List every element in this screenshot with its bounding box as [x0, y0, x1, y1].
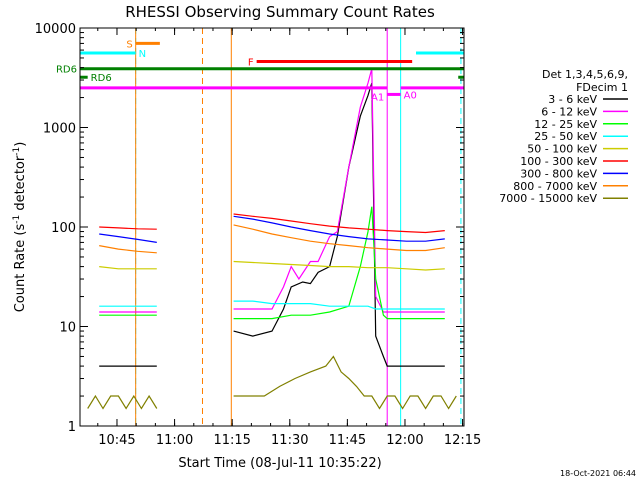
series-line-7 — [99, 224, 445, 254]
flag-label-5: RD6 — [91, 73, 112, 84]
legend-entry-2: 12 - 25 keV — [534, 118, 597, 131]
legend-header-0: Det 1,3,4,5,6,9, — [542, 68, 628, 81]
legend-header-1: FDecim 1 — [576, 81, 628, 94]
flag-label-0: S — [126, 39, 132, 50]
legend-entry-0: 3 - 6 keV — [548, 93, 597, 106]
y-tick-label-4: 10000 — [35, 22, 76, 37]
legend-entry-5: 100 - 300 keV — [520, 155, 597, 168]
x-tick-label-4: 11:45 — [329, 433, 366, 448]
legend-entry-3: 25 - 50 keV — [534, 130, 597, 143]
axis-ticks: 10:45 11:00 11:15 11:30 11:45 12:00 12:15 1 10 10… — [35, 22, 482, 448]
y-axis-label: Count Rate (s-1 detector-1) — [12, 142, 28, 313]
flag-label-a1: A1 — [371, 92, 384, 103]
series-line-5 — [99, 213, 445, 234]
series-line-1 — [99, 68, 445, 313]
flag-label-1: N — [139, 49, 146, 60]
legend-entry-8: 7000 - 15000 keV — [499, 192, 597, 205]
series-lines — [87, 68, 457, 410]
y-tick-label-1: 10 — [59, 321, 76, 336]
x-tick-label-5: 12:00 — [386, 433, 423, 448]
x-tick-label-6: 12:15 — [444, 433, 481, 448]
x-tick-label-2: 11:15 — [213, 433, 250, 448]
y-tick-label-3: 1000 — [43, 122, 76, 137]
series-line-6 — [99, 215, 445, 243]
flag-label-3: F — [248, 58, 254, 69]
flag-label-4: RD6 — [56, 65, 77, 76]
y-label-main: Count Rate (s — [13, 224, 28, 313]
y-label-sup-2: -1 — [12, 147, 22, 156]
series-line-8 — [87, 355, 457, 410]
instrument-flags: SN F RD6 RD6 A0 A1 — [56, 39, 464, 103]
legend-entry-6: 300 - 800 keV — [520, 167, 597, 180]
y-tick-label-2: 100 — [51, 221, 76, 236]
y-label-end: ) — [13, 142, 28, 147]
y-label-mid: detector — [13, 155, 28, 215]
series-line-2 — [99, 206, 445, 320]
generated-timestamp: 18-Oct-2021 06:44 — [560, 469, 636, 478]
legend-entry-4: 50 - 100 keV — [527, 143, 597, 156]
flag-label-8: A0 — [404, 90, 417, 101]
x-tick-label-1: 11:00 — [156, 433, 193, 448]
x-tick-label-0: 10:45 — [98, 433, 135, 448]
chart-title: RHESSI Observing Summary Count Rates — [125, 3, 435, 21]
series-line-4 — [99, 260, 445, 271]
legend-entry-1: 6 - 12 keV — [541, 105, 597, 118]
y-tick-label-0: 1 — [68, 420, 76, 435]
legend-entry-7: 800 - 7000 keV — [513, 180, 597, 193]
x-tick-label-3: 11:30 — [271, 433, 308, 448]
x-axis-label: Start Time (08-Jul-11 10:35:22) — [178, 456, 381, 471]
series-line-3 — [99, 300, 445, 310]
y-label-sup: -1 — [12, 215, 22, 224]
